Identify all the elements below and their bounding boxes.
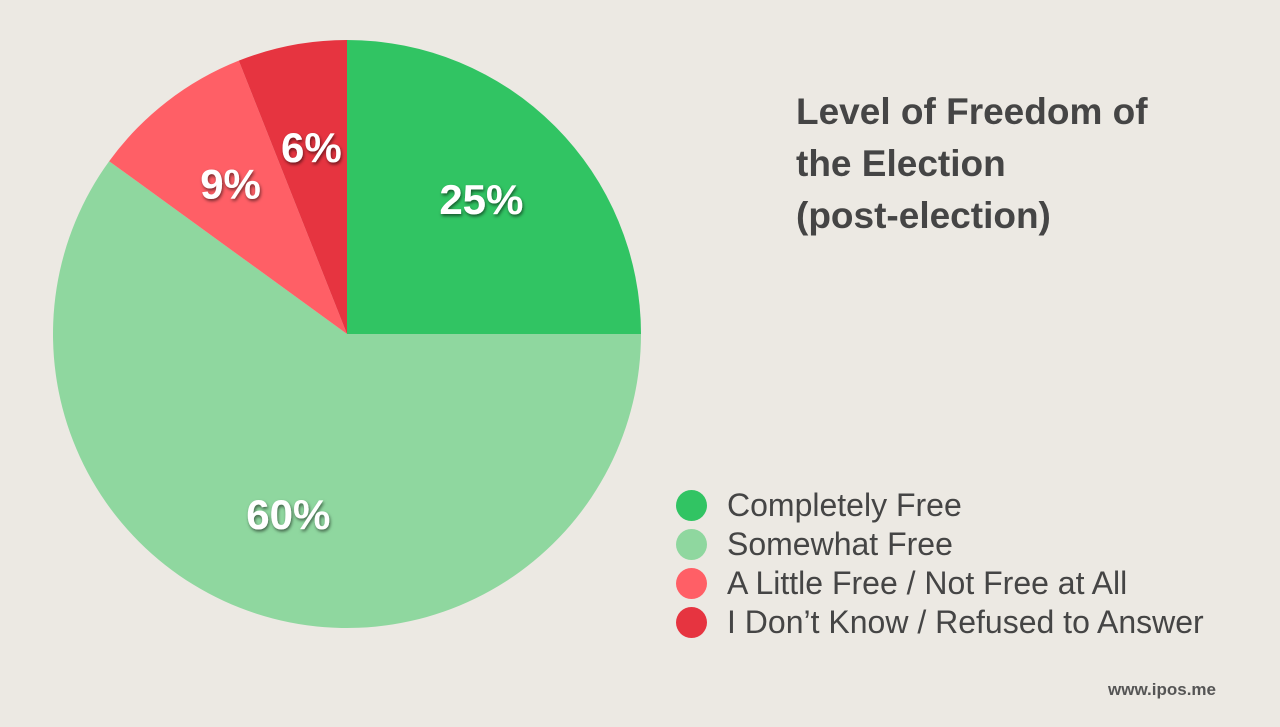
chart-title-line-2: the Election: [796, 143, 1006, 184]
legend-swatch-little-or-not-free: [676, 568, 707, 599]
legend-label-somewhat-free: Somewhat Free: [727, 526, 953, 562]
pie-slice-a-little-free-not-free-at-all: [109, 60, 347, 334]
legend-label-little-or-not-free: A Little Free / Not Free at All: [727, 565, 1128, 601]
slice-value-label-completely-free: 25%: [439, 176, 523, 223]
legend-swatch-dont-know-refused: [676, 607, 707, 638]
slice-value-label-a-little-free-not-free-at-all: 9%: [200, 160, 261, 207]
pie-slice-i-don-t-know-refused-to-answer: [238, 40, 347, 334]
legend-label-completely-free: Completely Free: [727, 487, 962, 523]
chart-title-line-3: (post-election): [796, 195, 1051, 236]
source-url: www.ipos.me: [1108, 680, 1217, 699]
legend-item-somewhat-free: Somewhat Free: [676, 525, 1204, 564]
legend-swatch-completely-free: [676, 490, 707, 521]
legend-item-completely-free: Completely Free: [676, 486, 1204, 525]
chart-title: Level of Freedom of the Election (post-e…: [796, 86, 1256, 242]
legend-item-dont-know-refused: I Don’t Know / Refused to Answer: [676, 603, 1204, 642]
pie-slice-completely-free: [347, 40, 641, 334]
slice-value-label-somewhat-free: 60%: [246, 491, 330, 538]
legend-item-little-or-not-free: A Little Free / Not Free at All: [676, 564, 1204, 603]
slice-value-label-i-don-t-know-refused-to-answer: 6%: [281, 124, 342, 171]
legend: Completely Free Somewhat Free A Little F…: [676, 486, 1204, 642]
pie-slice-somewhat-free: [52, 161, 642, 628]
chart-title-line-1: Level of Freedom of: [796, 91, 1148, 132]
legend-label-dont-know-refused: I Don’t Know / Refused to Answer: [727, 604, 1204, 640]
pie-chart: 25% 60% 9% 6%: [52, 40, 642, 628]
legend-swatch-somewhat-free: [676, 529, 707, 560]
